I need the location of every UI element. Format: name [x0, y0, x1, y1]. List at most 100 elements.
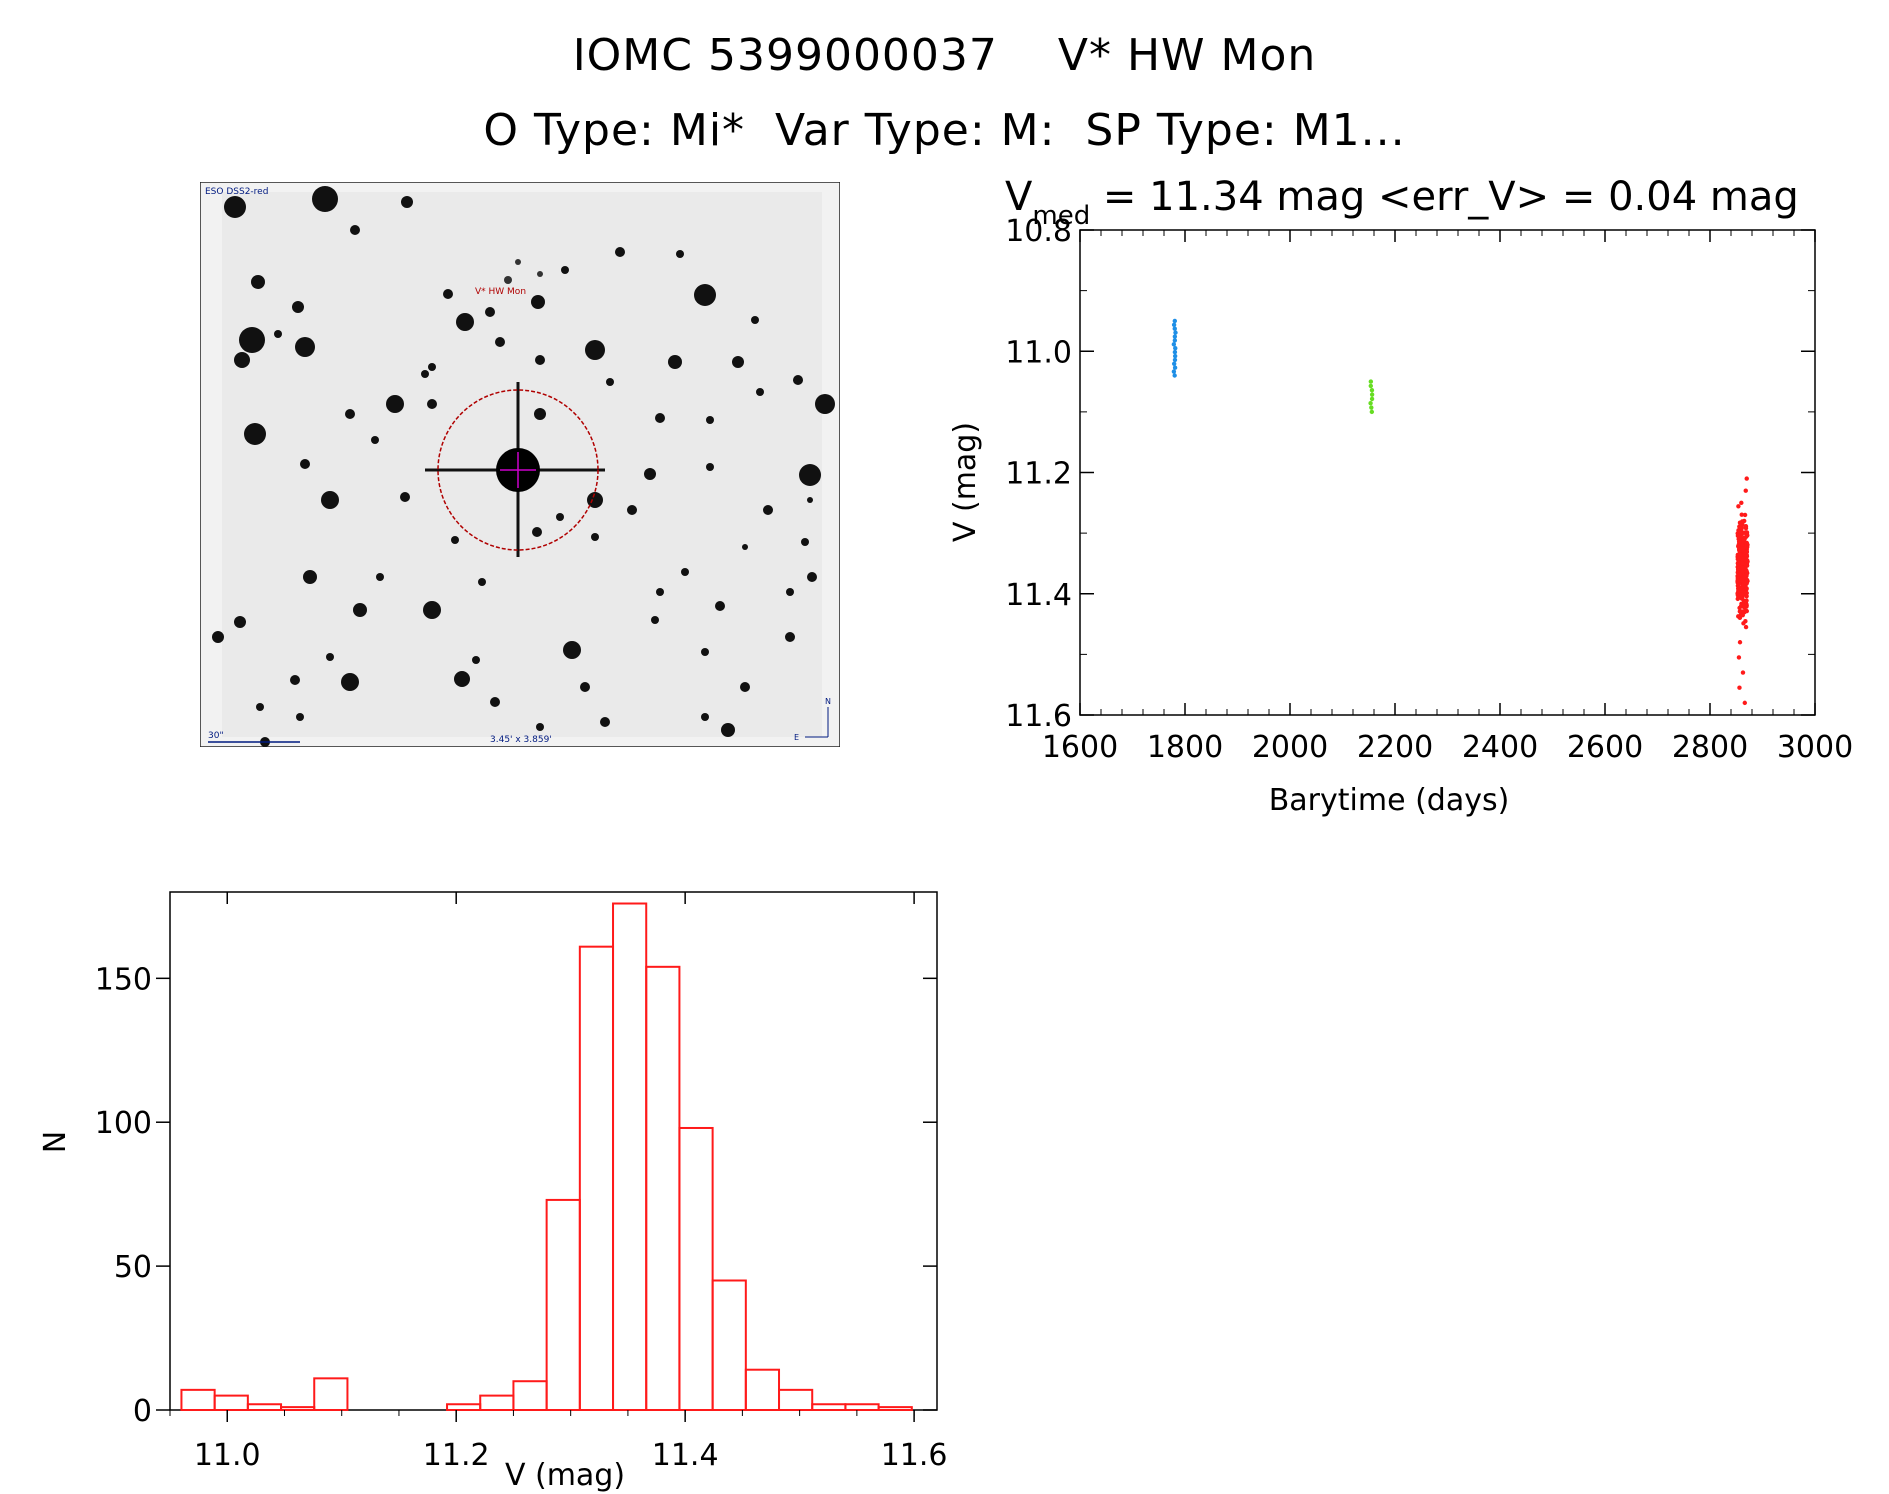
lc-point: [1742, 512, 1748, 518]
lc-point: [1744, 476, 1749, 481]
finder-star: [815, 394, 835, 414]
lc-point: [1171, 361, 1177, 367]
finder-star: [290, 675, 300, 685]
histogram-chart: 11.0 11.2 11.4 11.6 0 50 100 150 V (mag) N: [38, 891, 948, 1493]
lc-point: [1743, 599, 1749, 605]
hist-plot-frame: [169, 891, 938, 1411]
finder-survey-label: ESO DSS2-red: [205, 187, 268, 197]
finder-star: [591, 533, 599, 541]
lc-xtick-label: 3000: [1777, 730, 1853, 765]
hist-bar: [180, 1388, 216, 1411]
compass-north-label: N: [825, 697, 831, 706]
lc-point: [1735, 560, 1741, 566]
finder-star: [303, 570, 317, 584]
lc-point: [1740, 546, 1746, 552]
finder-target-label: V* HW Mon: [475, 287, 526, 297]
finder-image: ESO DSS2-red V* HW Mon 30" 3.45' x 3.859…: [200, 182, 840, 747]
finder-star: [706, 416, 714, 424]
lc-point: [1368, 383, 1373, 389]
lc-xtick-label: 2800: [1672, 730, 1748, 765]
lc-point: [1171, 322, 1177, 328]
lc-ylabel: V (mag): [948, 422, 983, 542]
finder-star: [587, 492, 603, 508]
lc-point: [1736, 544, 1741, 550]
lc-point: [1739, 500, 1744, 506]
finder-star: [454, 671, 470, 687]
finder-star: [715, 601, 725, 611]
lc-point: [1743, 524, 1749, 529]
finder-star: [600, 717, 610, 727]
hist-bar: [213, 1394, 249, 1411]
finder-star: [300, 459, 310, 469]
finder-star: [350, 225, 360, 235]
lc-point: [1172, 365, 1178, 370]
lc-point: [1743, 563, 1749, 568]
hist-bar: [711, 1279, 747, 1411]
lc-title: Vmed = 11.34 mag <err_V> = 0.04 mag: [1005, 174, 1799, 231]
finder-star: [296, 713, 304, 721]
finder-star: [536, 723, 544, 731]
lc-point: [1735, 564, 1740, 570]
finder-stars: [212, 186, 835, 747]
lc-plot-frame: [1079, 229, 1816, 716]
finder-star: [495, 337, 505, 347]
lc-point: [1737, 685, 1742, 690]
lc-point: [1744, 531, 1750, 537]
hist-ylabel: N: [38, 1131, 73, 1153]
finder-star: [681, 568, 689, 576]
lc-title-rest: = 11.34 mag <err_V> = 0.04 mag: [1090, 174, 1799, 220]
finder-star: [531, 295, 545, 309]
finder-star: [485, 307, 495, 317]
hist-bar: [844, 1403, 880, 1412]
finder-star: [451, 536, 459, 544]
finder-star: [656, 588, 664, 596]
lc-point: [1740, 612, 1745, 618]
finder-star: [341, 673, 359, 691]
lc-point: [1744, 549, 1750, 555]
finder-star: [751, 316, 759, 324]
finder-star: [785, 632, 795, 642]
lc-point: [1736, 572, 1742, 577]
finder-star: [786, 588, 794, 596]
finder-star: [742, 544, 748, 550]
hist-bar: [479, 1394, 515, 1411]
lc-point: [1173, 346, 1178, 351]
finder-star: [534, 408, 546, 420]
finder-star: [515, 259, 521, 265]
finder-star: [321, 491, 339, 509]
finder-star: [456, 313, 474, 331]
finder-star: [423, 601, 441, 619]
lc-point: [1743, 572, 1748, 578]
finder-star: [561, 266, 569, 274]
finder-star: [799, 464, 821, 486]
lc-xlabel: Barytime (days): [1269, 783, 1510, 818]
finder-star: [668, 355, 682, 369]
finder-star: [244, 423, 266, 445]
finder-star: [504, 276, 512, 284]
finder-star: [563, 641, 581, 659]
finder-star: [694, 284, 716, 306]
lc-point: [1744, 554, 1750, 559]
hist-bar: [280, 1406, 316, 1411]
lc-point: [1737, 609, 1743, 614]
lc-xtick-label: 2600: [1567, 730, 1643, 765]
lc-ytick-label: 10.8: [1005, 214, 1072, 249]
finder-star: [585, 340, 605, 360]
hist-bar: [578, 945, 615, 1412]
finder-star: [701, 648, 709, 656]
lc-point: [1737, 555, 1742, 561]
finder-star: [386, 395, 404, 413]
lc-point: [1741, 537, 1746, 542]
lc-ytick-label: 11.2: [1005, 457, 1072, 492]
finder-star: [292, 301, 304, 313]
finder-star: [295, 337, 315, 357]
finder-star: [740, 682, 750, 692]
lc-point: [1737, 548, 1742, 553]
finder-star: [644, 468, 656, 480]
hist-bar: [246, 1403, 283, 1412]
lc-point: [1368, 379, 1374, 384]
finder-star: [793, 375, 803, 385]
lc-xtick-label: 1800: [1147, 730, 1223, 765]
lc-point: [1744, 544, 1749, 549]
finder-star: [376, 573, 384, 581]
